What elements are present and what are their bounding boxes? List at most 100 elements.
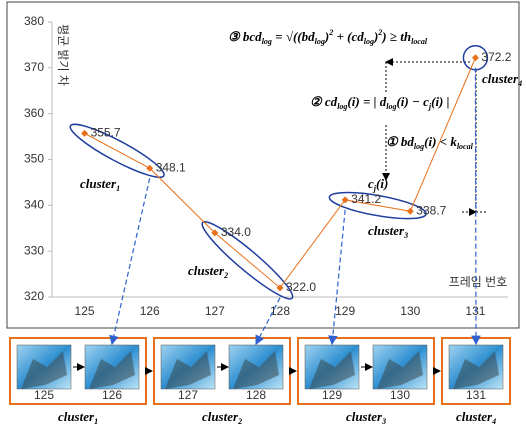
data-label: 322.0 (286, 280, 316, 294)
subscript: 2 (223, 271, 228, 280)
y-tick-label: 320 (24, 289, 44, 303)
subscript: log (337, 102, 347, 111)
formula-part: ) ≥ th (381, 29, 411, 44)
superscript: 2 (328, 28, 333, 37)
x-tick-label: 126 (140, 304, 160, 318)
subscript: log (414, 142, 424, 151)
subscript: j (372, 184, 377, 193)
data-label: 348.1 (156, 160, 186, 174)
frame-label: 125 (34, 388, 54, 402)
point (81, 129, 89, 137)
thumbnail-shape (453, 351, 499, 389)
formula: ② cdlog(i) = | dlog(i) − cj(i) | (310, 94, 450, 111)
subscript: 4 (517, 79, 522, 88)
formula-part: (i) | (431, 94, 449, 109)
link-arrow (471, 67, 481, 346)
formula-part: cluster (482, 71, 519, 86)
formula-part: + (cd (333, 29, 364, 44)
formula: cluster1 (58, 409, 98, 426)
y-axis-label: 평균 밝기 차 (56, 24, 70, 86)
thumbnail-shape (377, 351, 423, 389)
formula: cluster2 (202, 409, 242, 426)
formula: ③ bcdlog = √((bdlog)2 + (cdlog)2) ≥ thlo… (228, 28, 428, 46)
point (471, 54, 479, 62)
link-arrow (109, 178, 151, 346)
formula-part: bd (401, 134, 415, 149)
subscript: 2 (237, 417, 242, 426)
superscript: 2 (377, 28, 382, 37)
formula-part: cluster (188, 263, 225, 278)
chart-frame (6, 1, 520, 329)
point (276, 284, 284, 292)
thumbnail-shape (89, 351, 135, 389)
data-label: 355.7 (91, 126, 121, 140)
frame-label: 127 (178, 388, 198, 402)
formula: ① bdlog(i) < klocal (386, 134, 474, 151)
data-label: 341.2 (351, 192, 381, 206)
y-tick-label: 350 (24, 152, 44, 166)
frame-label: 129 (322, 388, 342, 402)
formula: cj(i) (368, 176, 388, 193)
formula-part: cluster (202, 409, 239, 424)
formula-part: cluster (346, 409, 383, 424)
y-tick-label: 330 (24, 243, 44, 257)
formula-part: cluster (368, 223, 405, 238)
subscript: 3 (381, 417, 386, 426)
formula: cluster3 (346, 409, 386, 426)
formula-part: cd (325, 94, 338, 109)
point (341, 196, 349, 204)
frame-label: 126 (102, 388, 122, 402)
formula-part: ① (386, 134, 401, 149)
frame-label: 131 (466, 388, 486, 402)
formula-part: (i) (376, 176, 388, 191)
frame-label: 130 (390, 388, 410, 402)
frame-label: 128 (246, 388, 266, 402)
subscript: log (315, 37, 325, 46)
point (146, 164, 154, 172)
formula-part: cluster (456, 409, 493, 424)
y-tick-label: 340 (24, 198, 44, 212)
formula: cluster4 (456, 409, 496, 426)
x-tick-label: 125 (75, 304, 95, 318)
formula-part: ) (373, 29, 378, 44)
formula: cluster3 (368, 223, 408, 240)
formula: cluster4 (482, 71, 522, 88)
subscript: 1 (116, 184, 120, 193)
formula-part: c (368, 176, 374, 191)
cluster-ellipse (201, 220, 294, 300)
subscript: 1 (94, 417, 98, 426)
formula-part: = √((bd (272, 29, 315, 44)
x-tick-label: 128 (270, 304, 290, 318)
y-tick-label: 360 (24, 106, 44, 120)
subscript: 3 (403, 231, 408, 240)
x-tick-label: 129 (335, 304, 355, 318)
formula: cluster1 (80, 176, 120, 193)
formula-part: (i) − c (396, 94, 429, 109)
thumbnail-shape (233, 351, 279, 389)
cluster-ellipse (328, 191, 427, 220)
x-axis-label: 프레임 번호 (449, 275, 508, 289)
formula-part: ③ (228, 29, 243, 44)
data-label: 334.0 (221, 225, 251, 239)
formula: cluster2 (188, 263, 228, 280)
subscript: local (457, 142, 474, 151)
formula-part: ② (310, 94, 325, 109)
formula-part: bcd (243, 29, 262, 44)
formula-part: cluster (58, 409, 95, 424)
thumbnail-shape (165, 351, 211, 389)
guide-arrows (382, 58, 488, 216)
link-arrow (328, 209, 346, 346)
thumbnail-shape (309, 351, 355, 389)
link-arrow (255, 297, 281, 346)
point (211, 229, 219, 237)
formula-part: ) (324, 29, 329, 44)
formula-part: (i) = | d (347, 94, 386, 109)
x-tick-label: 130 (400, 304, 420, 318)
subscript: local (411, 37, 428, 46)
formula-part: (i) < k (424, 134, 457, 149)
formula-part: cluster (80, 176, 117, 191)
subscript: log (262, 37, 272, 46)
cluster-ellipse (69, 123, 165, 179)
subscript: j (427, 102, 432, 111)
